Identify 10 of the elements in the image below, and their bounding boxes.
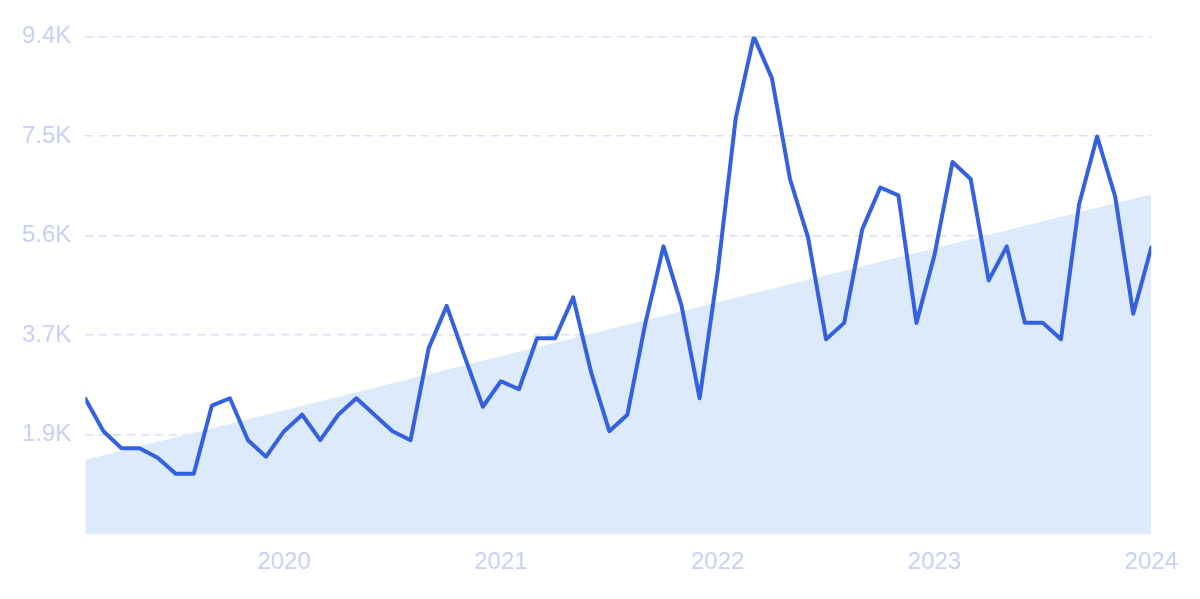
x-tick-label: 2021	[474, 547, 528, 575]
y-tick-label: 3.7K	[22, 319, 72, 347]
x-tick-label: 2023	[907, 547, 962, 575]
x-tick-label: 2024	[1124, 547, 1178, 575]
y-tick-label: 7.5K	[22, 120, 72, 148]
x-tick-label: 2022	[691, 547, 745, 575]
y-tick-label: 9.4K	[22, 21, 72, 49]
y-tick-label: 5.6K	[22, 220, 72, 248]
y-tick-label: 1.9K	[22, 419, 72, 447]
x-tick-label: 2020	[257, 547, 311, 575]
